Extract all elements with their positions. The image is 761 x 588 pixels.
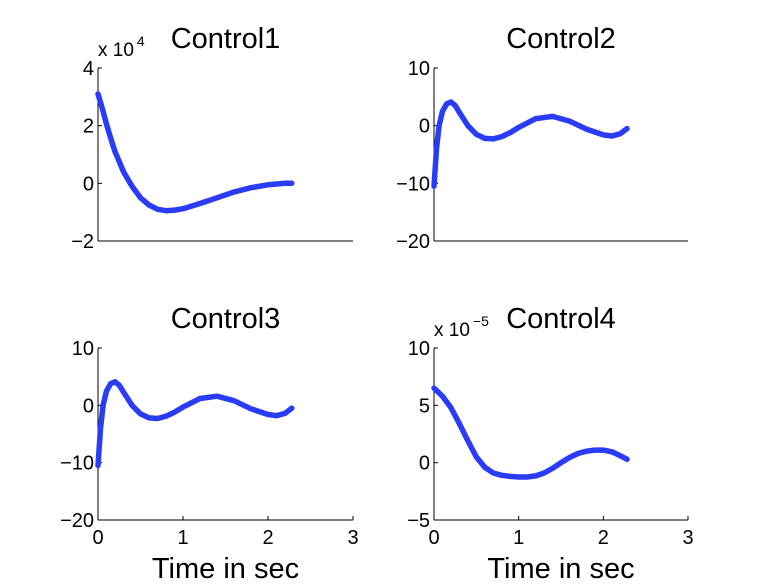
subplot-2: −20 −10 0 10 Control2 (396, 23, 688, 253)
y-tick-label: 10 (408, 58, 430, 80)
y-tick-label: −10 (396, 173, 430, 195)
subplot-title: Control3 (171, 303, 281, 335)
series-line-control4 (431, 385, 630, 480)
x-tick-label: 2 (262, 527, 273, 549)
series-line-control2 (431, 99, 630, 189)
subplot-3: −20 −10 0 10 0 1 2 3 Control3 Time in sec (60, 303, 359, 585)
exponent-label: x 10 (434, 320, 470, 341)
exponent-power: 4 (137, 33, 145, 49)
x-tick-label: 1 (177, 527, 188, 549)
y-tick-label: 0 (83, 173, 94, 195)
y-tick-label: 10 (72, 338, 94, 360)
y-tick-label: −20 (60, 510, 94, 532)
y-tick-label: −10 (60, 453, 94, 475)
x-tick-label: 2 (598, 527, 609, 549)
exponent-power: −5 (473, 313, 489, 329)
y-tick-label: 0 (419, 116, 430, 138)
subplot-title: Control2 (506, 23, 616, 55)
exponent-label: x 10 (98, 40, 134, 61)
series-line-control1 (95, 91, 295, 214)
subplot-1: −2 0 2 4 Control1 x 10 4 (71, 23, 353, 253)
x-tick-label: 1 (513, 527, 524, 549)
subplot-title: Control4 (506, 303, 616, 335)
y-tick-label: −2 (71, 231, 94, 253)
y-tick-label: 0 (83, 395, 94, 417)
x-axis-label: Time in sec (152, 553, 299, 585)
x-tick-label: 0 (428, 527, 439, 549)
series-line-control3 (95, 379, 295, 469)
y-tick-label: −5 (407, 510, 430, 532)
x-axis-label: Time in sec (487, 553, 634, 585)
y-tick-label: 4 (83, 58, 94, 80)
y-tick-label: 0 (419, 453, 430, 475)
y-tick-label: 10 (408, 338, 430, 360)
x-tick-label: 3 (682, 527, 693, 549)
subplot-title: Control1 (171, 23, 281, 55)
x-tick-label: 0 (92, 527, 103, 549)
x-tick-label: 3 (347, 527, 358, 549)
y-tick-label: 2 (83, 116, 94, 138)
y-tick-label: 5 (419, 395, 430, 417)
y-tick-label: −20 (396, 231, 430, 253)
